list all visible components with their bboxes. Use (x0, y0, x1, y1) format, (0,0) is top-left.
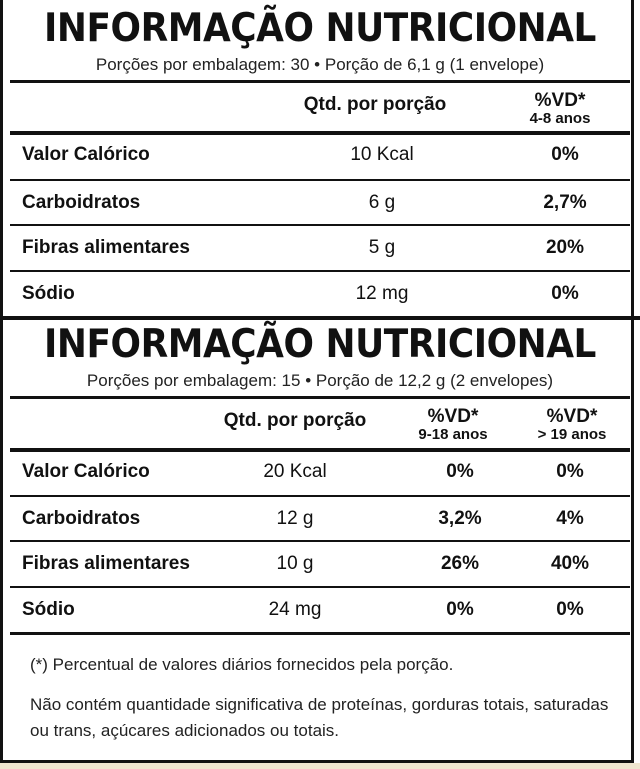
panel-2-vd1-header: %VD* 9-18 anos (388, 406, 518, 443)
panel-divider (0, 316, 640, 320)
panel-2-vd2-group: > 19 anos (537, 426, 607, 443)
panel-2-subtitle: Porções por embalagem: 15 • Porção de 12… (86, 371, 554, 390)
nutrient-name: Fibras alimentares (22, 237, 190, 258)
nutrient-name: Valor Calórico (22, 144, 150, 165)
nutrient-name: Sódio (22, 599, 75, 620)
panel-1-top-rule (10, 80, 630, 83)
nutrient-qty: 20 Kcal (263, 461, 327, 482)
bottom-strip (0, 763, 640, 769)
panel-1-qty-header: Qtd. por porção (303, 94, 447, 115)
nutrient-vd2: 40% (550, 553, 590, 574)
panel-2-vd2-header: %VD* > 19 anos (507, 406, 637, 443)
panel-1-subtitle: Porções por embalagem: 30 • Porção de 6,… (95, 55, 545, 74)
nutrient-vd: 20% (545, 237, 585, 258)
nutrient-qty: 24 mg (268, 599, 322, 620)
nutrient-vd1: 0% (446, 599, 474, 620)
table-row: Carboidratos 12 g 3,2% 4% (10, 495, 630, 540)
nutrient-vd2: 0% (556, 599, 584, 620)
panel-1-vd-label: %VD* (534, 90, 586, 111)
panel-2-vd2-label: %VD* (546, 406, 598, 427)
nutrient-vd2: 4% (556, 508, 584, 529)
panel-2-vd1-group: 9-18 anos (418, 426, 488, 443)
panel-1-title: INFORMAÇÃO NUTRICIONAL (44, 6, 596, 51)
table-row: Sódio 12 mg 0% (10, 270, 630, 315)
nutrient-qty: 10 Kcal (350, 144, 414, 165)
panel-1-header-rule (10, 131, 630, 135)
table-row: Valor Calórico 20 Kcal 0% 0% (10, 450, 630, 495)
nutrient-name: Sódio (22, 283, 75, 304)
panel-2-title: INFORMAÇÃO NUTRICIONAL (44, 322, 596, 367)
panel-1-vd-group: 4-8 anos (529, 110, 591, 127)
table-row: Carboidratos 6 g 2,7% (10, 179, 630, 224)
nutrient-qty: 5 g (368, 237, 396, 258)
table-row: Valor Calórico 10 Kcal 0% (10, 133, 630, 178)
panel-2-header-rule (10, 448, 630, 452)
panel-2-qty-header: Qtd. por porção (223, 410, 367, 431)
nutrient-name: Fibras alimentares (22, 553, 190, 574)
nutrient-vd: 0% (551, 144, 579, 165)
nutrient-name: Valor Calórico (22, 461, 150, 482)
content-footnote: Não contém quantidade significativa de p… (30, 695, 609, 740)
vd-footnote: (*) Percentual de valores diários fornec… (30, 655, 454, 674)
nutrient-qty: 12 g (276, 508, 314, 529)
nutrient-vd2: 0% (556, 461, 584, 482)
table-row: Fibras alimentares 5 g 20% (10, 224, 630, 269)
nutrient-vd: 0% (551, 283, 579, 304)
nutrient-vd: 2,7% (543, 192, 587, 213)
table-row: Sódio 24 mg 0% 0% (10, 586, 630, 631)
nutrient-qty: 10 g (276, 553, 314, 574)
nutrient-vd1: 0% (446, 461, 474, 482)
nutrient-name: Carboidratos (22, 192, 141, 213)
nutrient-qty: 6 g (368, 192, 396, 213)
nutrient-name: Carboidratos (22, 508, 141, 529)
nutrient-vd1: 3,2% (438, 508, 482, 529)
nutrient-qty: 12 mg (355, 283, 409, 304)
panel-2-top-rule (10, 396, 630, 399)
panel-2-vd1-label: %VD* (427, 406, 479, 427)
panel-2-bottom-rule (10, 632, 630, 635)
nutrient-vd1: 26% (440, 553, 480, 574)
table-row: Fibras alimentares 10 g 26% 40% (10, 540, 630, 585)
panel-1-vd-header: %VD* 4-8 anos (495, 90, 625, 127)
